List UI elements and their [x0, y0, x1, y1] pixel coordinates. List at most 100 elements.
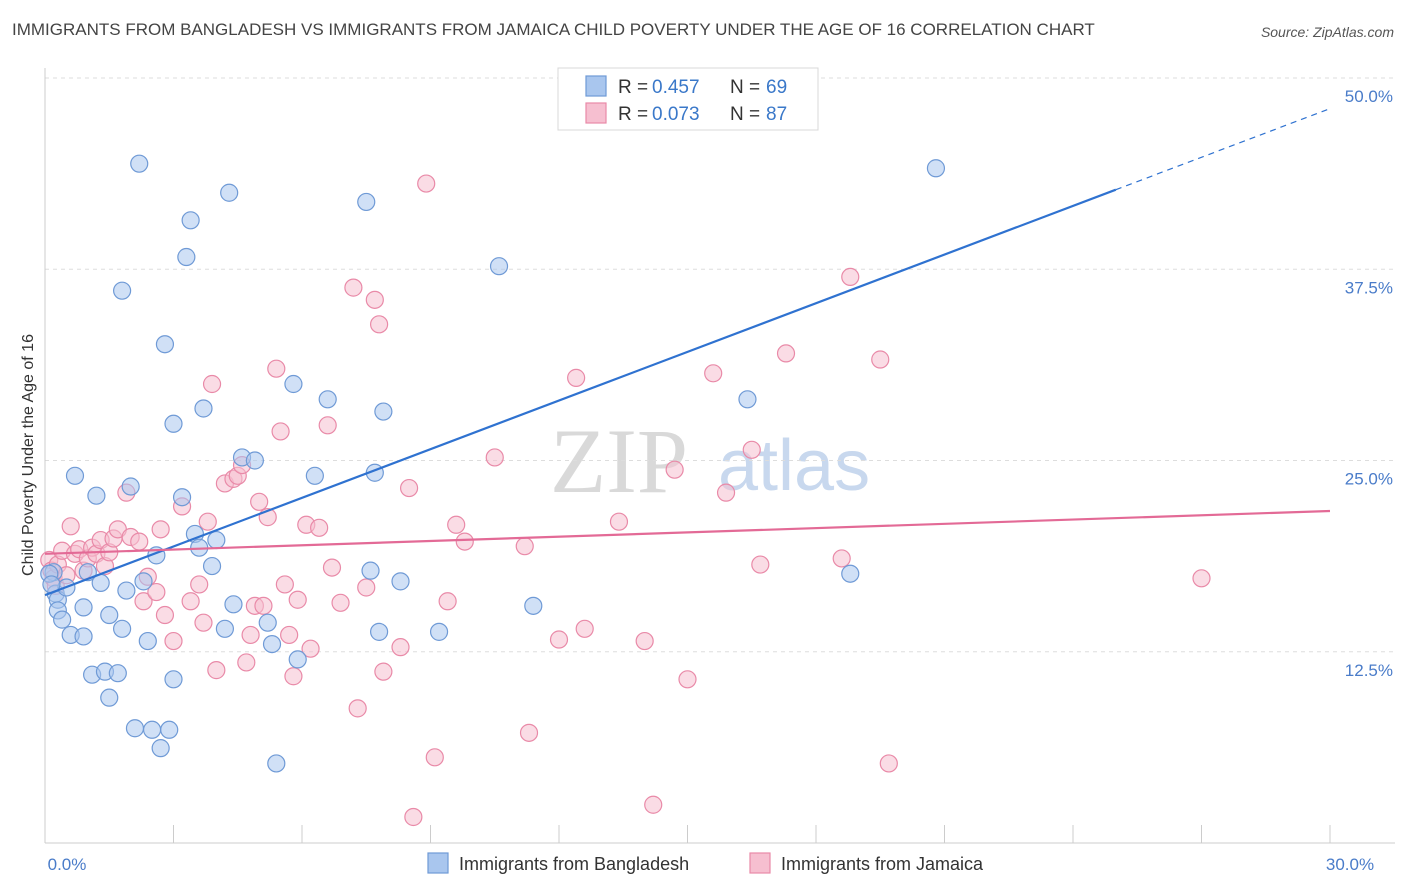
point-jamaica-43 — [254, 596, 273, 615]
point-bangladesh-28 — [151, 739, 170, 758]
y-axis-label: Child Poverty Under the Age of 16 — [20, 334, 37, 576]
point-jamaica-73 — [519, 723, 539, 742]
point-jamaica-64 — [399, 478, 419, 498]
point-jamaica-88 — [841, 267, 860, 286]
point-jamaica-50 — [288, 590, 307, 609]
x-tick-label-1: 30.0% — [1326, 855, 1374, 874]
y-tick-label-0: 12.5% — [1345, 661, 1393, 680]
point-bangladesh-31 — [164, 414, 183, 433]
x-tick-label-0: 0.0% — [48, 855, 87, 874]
point-jamaica-67 — [425, 748, 444, 767]
point-bangladesh-58 — [391, 572, 410, 591]
point-jamaica-91 — [1192, 569, 1211, 588]
point-jamaica-47 — [275, 575, 294, 594]
point-jamaica-76 — [575, 619, 594, 638]
bottom-legend-label-jamaica: Immigrants from Jamaica — [781, 854, 984, 874]
point-bangladesh-54 — [361, 561, 380, 580]
point-bangladesh-32 — [164, 670, 183, 689]
point-jamaica-48 — [280, 625, 299, 645]
point-bangladesh-64 — [738, 390, 757, 409]
point-jamaica-33 — [202, 374, 222, 394]
legend-swatch-jamaica — [585, 102, 607, 124]
point-jamaica-90 — [879, 754, 898, 773]
bottom-legend-label-bangladesh: Immigrants from Bangladesh — [459, 854, 689, 874]
point-bangladesh-20 — [117, 581, 136, 600]
legend-r-label-1: R = — [618, 77, 648, 98]
point-bangladesh-4 — [53, 610, 72, 629]
point-bangladesh-35 — [181, 211, 200, 230]
point-bangladesh-42 — [220, 183, 239, 202]
point-jamaica-32 — [198, 512, 217, 531]
point-jamaica-60 — [365, 290, 384, 309]
point-bangladesh-7 — [65, 466, 85, 485]
grid-lines — [45, 77, 1395, 653]
point-bangladesh-23 — [130, 154, 149, 173]
point-bangladesh-16 — [100, 605, 119, 625]
point-jamaica-62 — [374, 662, 393, 681]
y-tick-labels: 12.5% 25.0% 37.5% 50.0% — [1345, 87, 1393, 680]
bottom-legend-swatch-bangladesh — [427, 852, 449, 874]
point-bangladesh-22 — [125, 719, 145, 738]
bottom-legend: Immigrants from Bangladesh Immigrants fr… — [427, 852, 984, 874]
y-tick-label-3: 50.0% — [1345, 87, 1393, 106]
point-bangladesh-51 — [305, 466, 324, 485]
watermark-atlas: atlas — [718, 426, 870, 506]
point-jamaica-42 — [250, 492, 269, 511]
point-bangladesh-46 — [258, 613, 277, 632]
point-jamaica-31 — [194, 613, 213, 632]
point-bangladesh-18 — [112, 619, 132, 638]
point-jamaica-21 — [130, 532, 149, 551]
point-bangladesh-59 — [429, 622, 449, 641]
point-jamaica-69 — [447, 515, 466, 534]
point-bangladesh-53 — [357, 192, 376, 212]
trend-line-jamaica — [44, 509, 1331, 555]
point-bangladesh-60 — [489, 257, 509, 276]
legend-n-label-1: N = — [730, 77, 760, 98]
point-jamaica-87 — [832, 549, 851, 568]
point-jamaica-53 — [310, 518, 329, 537]
point-jamaica-22 — [134, 592, 153, 611]
point-jamaica-7 — [61, 517, 80, 536]
point-bangladesh-52 — [318, 390, 337, 409]
legend-n-label-2: N = — [730, 104, 760, 125]
point-jamaica-26 — [155, 605, 175, 625]
point-jamaica-34 — [207, 661, 226, 680]
point-jamaica-89 — [871, 350, 890, 369]
point-jamaica-83 — [716, 483, 736, 502]
point-jamaica-68 — [438, 592, 457, 611]
point-jamaica-71 — [485, 448, 504, 467]
point-bangladesh-34 — [177, 247, 196, 267]
point-jamaica-57 — [344, 278, 363, 297]
point-jamaica-85 — [751, 555, 770, 574]
trend-line-bangladesh — [44, 188, 1117, 597]
point-bangladesh-48 — [267, 754, 286, 773]
point-jamaica-56 — [331, 593, 350, 612]
point-bangladesh-24 — [134, 572, 153, 591]
point-bangladesh-38 — [194, 399, 213, 418]
legend-r-value-2: 0.073 — [652, 104, 700, 125]
trend-lines — [44, 108, 1331, 597]
bottom-legend-swatch-jamaica — [749, 852, 771, 874]
point-jamaica-54 — [318, 416, 337, 435]
point-bangladesh-39 — [202, 556, 222, 576]
point-bangladesh-57 — [374, 402, 393, 421]
point-bangladesh-56 — [370, 622, 389, 641]
point-jamaica-65 — [404, 807, 423, 827]
watermark-zip: ZIP — [550, 410, 688, 512]
legend-n-value-1: 69 — [766, 77, 787, 98]
point-jamaica-75 — [567, 368, 586, 387]
point-jamaica-74 — [549, 630, 569, 649]
point-jamaica-55 — [322, 558, 342, 577]
point-jamaica-29 — [181, 592, 200, 611]
legend-r-value-1: 0.457 — [652, 77, 700, 98]
point-jamaica-70 — [455, 532, 474, 551]
point-bangladesh-33 — [172, 488, 192, 507]
point-bangladesh-15 — [100, 688, 119, 707]
point-bangladesh-17 — [108, 664, 127, 683]
point-jamaica-79 — [644, 795, 663, 814]
legend-swatch-bangladesh — [585, 75, 607, 97]
top-legend: R = 0.457 N = 69 R = 0.073 N = 87 — [557, 67, 819, 131]
point-bangladesh-26 — [142, 720, 162, 739]
point-bangladesh-9 — [74, 627, 93, 646]
point-jamaica-24 — [147, 582, 166, 602]
